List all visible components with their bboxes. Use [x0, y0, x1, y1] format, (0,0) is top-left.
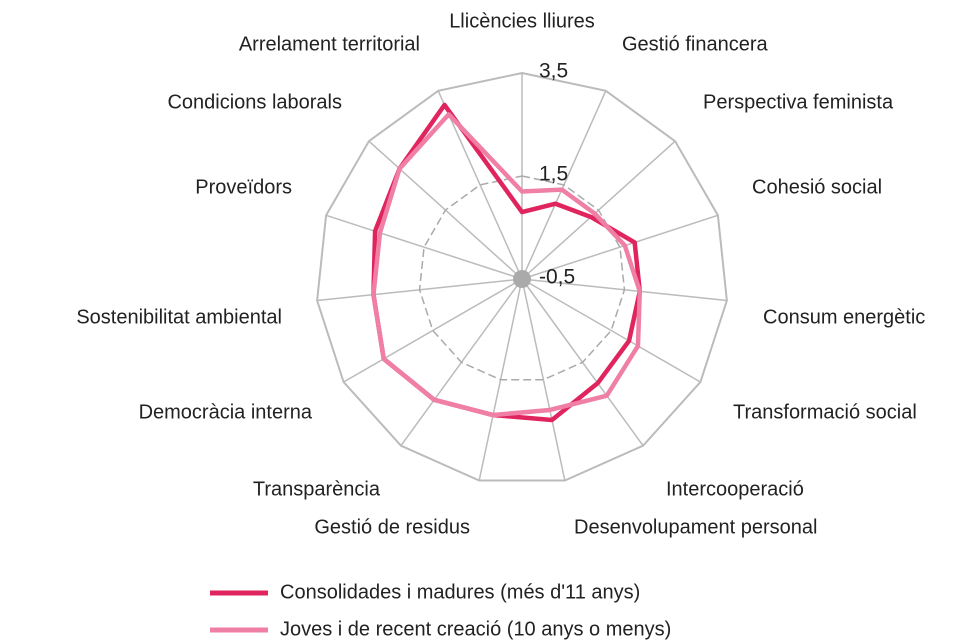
category-label: Transformació social — [733, 401, 917, 423]
category-label: Democràcia interna — [139, 401, 313, 423]
category-label: Arrelament territorial — [239, 33, 420, 55]
category-label: Consum energètic — [763, 306, 925, 328]
spoke — [325, 214, 523, 280]
category-label: Llicències lliures — [449, 10, 595, 32]
spoke — [437, 90, 523, 280]
category-label: Condicions laborals — [167, 91, 342, 113]
grid-ring — [418, 175, 626, 381]
category-label: Gestió de residus — [314, 516, 470, 538]
legend-label: Joves i de recent creació (10 anys o men… — [280, 618, 671, 640]
grid-ring — [316, 71, 728, 482]
y-tick-label: -0,5 — [539, 266, 575, 289]
category-label: Cohesió social — [752, 176, 882, 198]
legend-label: Consolidades i madures (més d'11 anys) — [280, 581, 640, 603]
series-line — [371, 112, 643, 418]
spoke — [521, 214, 719, 280]
y-tick-label: 3,5 — [539, 60, 568, 83]
center-dot — [513, 270, 531, 288]
y-tick-label: 1,5 — [539, 163, 568, 186]
category-label: Desenvolupament personal — [574, 516, 818, 538]
spoke — [521, 278, 566, 481]
spoke — [343, 278, 523, 383]
category-label: Proveïdors — [195, 176, 292, 198]
category-label: Intercooperació — [666, 478, 804, 500]
category-label: Sostenibilitat ambiental — [76, 306, 282, 328]
category-label: Transparència — [253, 478, 381, 500]
spoke — [521, 278, 701, 383]
category-label: Gestió financera — [622, 33, 769, 55]
category-label: Perspectiva feminista — [703, 91, 894, 113]
